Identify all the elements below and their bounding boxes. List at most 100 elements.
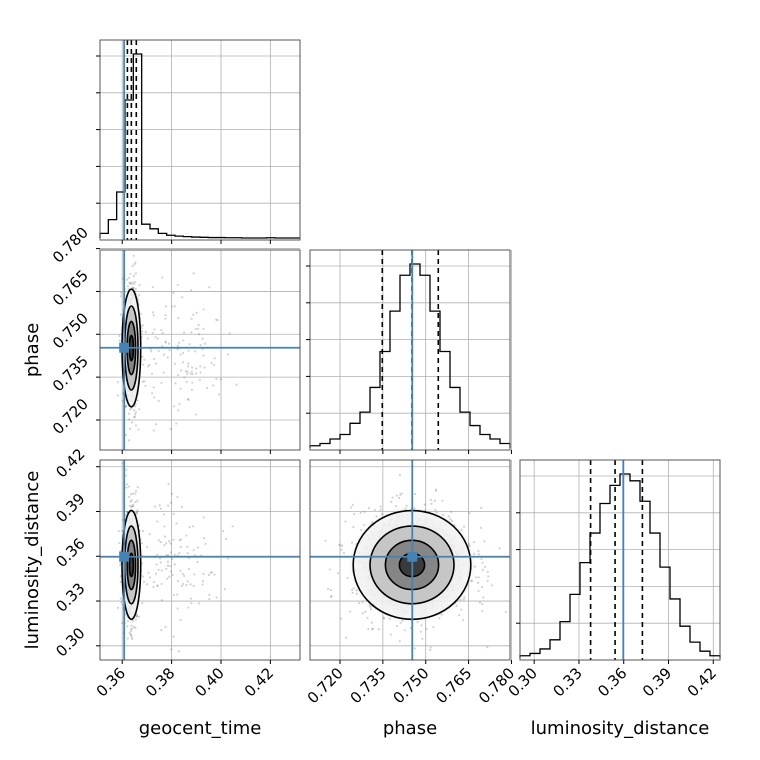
scatter-point: [134, 424, 138, 427]
x-tick-label-geocent-time: 0.36: [93, 664, 129, 700]
scatter-point: [157, 399, 160, 403]
x-tick-label-luminosity-distance: 0.33: [549, 664, 585, 700]
scatter-point: [119, 597, 122, 600]
x-tick-label-geocent-time: 0.38: [142, 664, 178, 700]
scatter-point: [480, 506, 483, 509]
y-tick-label-luminosity-distance: 0.33: [52, 579, 88, 615]
scatter-point: [148, 533, 151, 536]
x-tick-label-phase: 0.720: [304, 664, 347, 707]
scatter-point: [131, 281, 134, 284]
scatter-point: [413, 492, 417, 496]
scatter-point: [188, 526, 191, 529]
scatter-point: [126, 625, 129, 628]
scatter-point: [179, 387, 182, 390]
scatter-point: [118, 339, 121, 342]
scatter-point: [154, 572, 158, 575]
scatter-point: [178, 341, 181, 344]
scatter-point: [153, 328, 156, 331]
scatter-point: [196, 546, 200, 549]
scatter-point: [389, 633, 393, 636]
hist-bar-luminosity-distance: [600, 504, 610, 658]
scatter-point: [329, 595, 332, 599]
scatter-point: [134, 281, 137, 284]
scatter-point: [460, 608, 463, 611]
hist-bar-luminosity-distance: [630, 481, 640, 658]
scatter-point: [462, 525, 466, 528]
scatter-point: [429, 498, 432, 502]
scatter-point: [202, 327, 205, 330]
scatter-point: [168, 575, 171, 578]
y-label-phase: phase: [22, 323, 43, 377]
scatter-point: [186, 398, 190, 401]
hist-bar-geocent-time: [142, 224, 150, 238]
scatter-point: [153, 396, 156, 399]
hist-bar-phase: [440, 352, 450, 448]
scatter-point: [472, 540, 476, 544]
scatter-point: [168, 540, 171, 543]
scatter-point: [164, 626, 167, 629]
scatter-point: [186, 580, 189, 583]
scatter-point: [434, 489, 438, 493]
scatter-point: [151, 311, 155, 314]
scatter-point: [119, 563, 122, 567]
hist-bar-phase: [460, 412, 470, 448]
scatter-point: [156, 584, 159, 587]
scatter-point: [138, 283, 141, 287]
scatter-point: [504, 610, 507, 613]
scatter-point: [136, 509, 139, 512]
scatter-point: [195, 311, 198, 314]
y-tick-label-phase: 0.750: [49, 309, 92, 352]
scatter-point: [127, 439, 131, 442]
scatter-point: [215, 596, 218, 599]
scatter-point: [486, 570, 489, 574]
scatter-point: [121, 621, 124, 625]
scatter-point: [192, 548, 195, 552]
hist-bar-geocent-time: [100, 233, 108, 238]
scatter-point: [340, 548, 343, 551]
scatter-point: [435, 488, 438, 491]
scatter-point: [182, 582, 185, 586]
scatter-point: [142, 363, 145, 366]
scatter-point: [192, 584, 195, 588]
scatter-point: [186, 545, 189, 548]
scatter-point: [189, 583, 192, 586]
hist-panel-luminosity-distance: [519, 459, 721, 661]
scatter-point: [462, 619, 465, 622]
scatter-point: [176, 374, 180, 377]
scatter-point: [199, 371, 202, 374]
scatter-point: [235, 383, 238, 386]
scatter-point: [339, 617, 343, 620]
scatter-point: [173, 553, 176, 556]
scatter-point: [130, 634, 133, 637]
scatter-point: [173, 305, 176, 308]
scatter-point: [173, 563, 176, 566]
hist-bar-luminosity-distance: [570, 594, 580, 658]
scatter-point: [425, 627, 428, 631]
scatter-point: [190, 370, 194, 373]
scatter-point: [171, 573, 174, 576]
scatter-point: [142, 580, 146, 583]
scatter-point: [160, 582, 163, 585]
scatter-point: [346, 576, 349, 580]
hist-bar-luminosity-distance: [550, 640, 560, 658]
hist-bar-geocent-time: [108, 220, 116, 238]
scatter-point: [337, 572, 340, 575]
scatter-point: [167, 482, 170, 485]
scatter-point: [480, 557, 483, 560]
y-tick-label-luminosity-distance: 0.42: [52, 445, 88, 481]
scatter-point: [219, 378, 223, 381]
scatter-point: [468, 511, 471, 515]
y-tick-label-phase: 0.780: [49, 223, 92, 266]
y-tick-label-luminosity-distance: 0.36: [52, 535, 88, 571]
scatter-point: [135, 510, 138, 514]
scatter-point: [203, 366, 206, 369]
scatter-point: [194, 367, 198, 370]
hist-bar-phase: [330, 439, 340, 448]
scatter-point: [186, 370, 189, 373]
scatter-point: [170, 557, 174, 561]
scatter-point: [183, 331, 186, 334]
scatter-point: [359, 511, 362, 515]
scatter-point: [180, 584, 184, 588]
scatter-point: [119, 575, 122, 578]
